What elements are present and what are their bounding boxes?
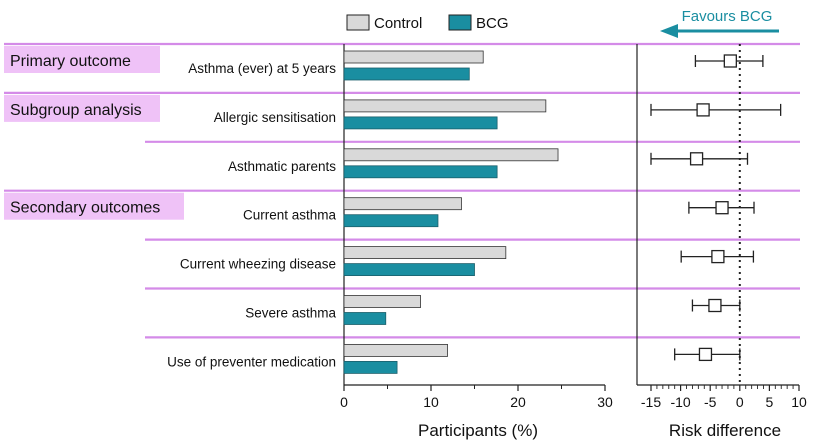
bar-bcg <box>343 116 498 130</box>
bar-bcg <box>343 263 475 277</box>
bar-control <box>343 50 484 64</box>
bar-control <box>343 246 507 260</box>
category-label: Current wheezing disease <box>180 257 336 272</box>
bar-bcg <box>343 360 398 374</box>
bar-chart: Asthma (ever) at 5 years Allergic sensiti… <box>167 44 613 440</box>
category-label: Asthmatic parents <box>228 159 336 174</box>
category-label: Allergic sensitisation <box>214 110 336 125</box>
row-separators <box>4 42 800 339</box>
forest-point-estimate <box>723 54 737 68</box>
bar-category-labels: Asthma (ever) at 5 years Allergic sensiti… <box>167 61 336 369</box>
legend-bcg-swatch <box>448 14 472 31</box>
forest-tick-label: -5 <box>704 394 717 410</box>
bar-tick-label: 30 <box>597 394 613 410</box>
forest-tick-label: 0 <box>736 394 744 410</box>
forest-tick-label: 5 <box>766 394 774 410</box>
bar-tick-label: 20 <box>510 394 526 410</box>
bar-x-axis-label: Participants (%) <box>418 421 538 440</box>
bar-control <box>343 295 421 308</box>
forest-point-estimate <box>698 347 713 362</box>
section-label: Subgroup analysis <box>10 102 142 119</box>
bar-tick-label: 10 <box>423 394 439 410</box>
forest-point-estimate <box>711 249 725 264</box>
legend: Control BCG <box>346 14 509 32</box>
bar-bcg <box>343 214 439 228</box>
favours-arrow-head <box>660 24 678 38</box>
legend-bcg-label: BCG <box>476 15 509 32</box>
forest-x-ticks: -15 -10 -5 0 5 10 <box>641 385 807 410</box>
section-labels: Primary outcome Subgroup analysis Secondar… <box>10 53 160 217</box>
forest-tick-label: -10 <box>670 394 690 410</box>
category-label: Severe asthma <box>245 306 336 321</box>
category-label: Current asthma <box>243 208 337 223</box>
favours-bcg-annotation: Favours BCG <box>660 8 779 38</box>
section-box <box>4 46 160 73</box>
bar-control <box>343 99 547 113</box>
forest-plot: -15 -10 -5 0 5 10 Risk difference <box>636 44 807 440</box>
category-label: Asthma (ever) at 5 years <box>188 61 336 76</box>
bar-tick-label: 0 <box>340 394 348 410</box>
bar-control <box>343 343 448 357</box>
section-boxes <box>4 46 184 220</box>
section-box <box>4 94 160 122</box>
bar-x-ticks: 0 10 20 30 <box>340 385 613 410</box>
bars <box>343 50 559 374</box>
forest-tick-label: 10 <box>791 394 807 410</box>
bar-bcg <box>343 67 470 81</box>
forest-point-estimate <box>715 201 729 215</box>
section-box <box>4 192 184 220</box>
forest-point-estimate <box>696 103 710 117</box>
forest-x-axis-label: Risk difference <box>669 421 781 440</box>
category-label: Use of preventer medication <box>167 354 336 369</box>
favours-bcg-label: Favours BCG <box>682 8 773 25</box>
legend-control-label: Control <box>374 15 422 32</box>
forest-marks <box>650 54 782 362</box>
forest-point-estimate <box>689 152 704 166</box>
bar-control <box>343 148 559 162</box>
section-label: Secondary outcomes <box>10 200 160 217</box>
bar-bcg <box>343 165 498 179</box>
forest-tick-label: -15 <box>641 394 661 410</box>
legend-control-swatch <box>346 14 370 31</box>
section-label: Primary outcome <box>10 53 131 70</box>
forest-point-estimate <box>708 298 722 313</box>
bar-control <box>343 197 462 211</box>
bar-bcg <box>343 312 387 325</box>
